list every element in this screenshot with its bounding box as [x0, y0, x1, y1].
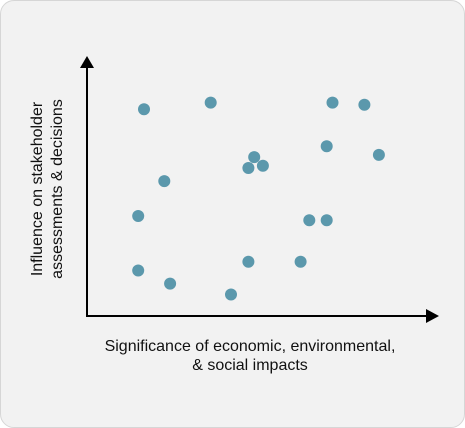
data-point-15 [294, 255, 307, 268]
data-point-4 [358, 98, 371, 111]
x-axis-arrow [426, 309, 439, 323]
x-axis-label-line-2: & social impacts [192, 357, 308, 374]
data-point-16 [132, 264, 145, 277]
data-point-18 [225, 288, 237, 301]
data-point-8 [242, 162, 255, 174]
data-point-10 [158, 175, 171, 188]
data-point-17 [164, 277, 177, 290]
y-axis-label-line-1: Influence on stakeholder [29, 101, 46, 276]
data-point-7 [248, 151, 261, 164]
data-point-9 [256, 159, 269, 172]
x-axis-label-line-1: Significance of economic, environmental, [105, 338, 396, 355]
y-axis-arrow [80, 56, 94, 68]
data-point-2 [204, 96, 217, 109]
data-point-5 [320, 140, 333, 153]
y-axis-label-line-2: assessments & decisions [49, 99, 66, 279]
data-point-1 [138, 103, 150, 116]
data-point-13 [320, 214, 333, 227]
data-point-12 [303, 214, 316, 227]
data-point-6 [372, 148, 385, 161]
data-points [132, 96, 385, 301]
data-point-11 [132, 210, 145, 222]
data-point-3 [326, 96, 339, 109]
data-point-14 [242, 255, 255, 268]
